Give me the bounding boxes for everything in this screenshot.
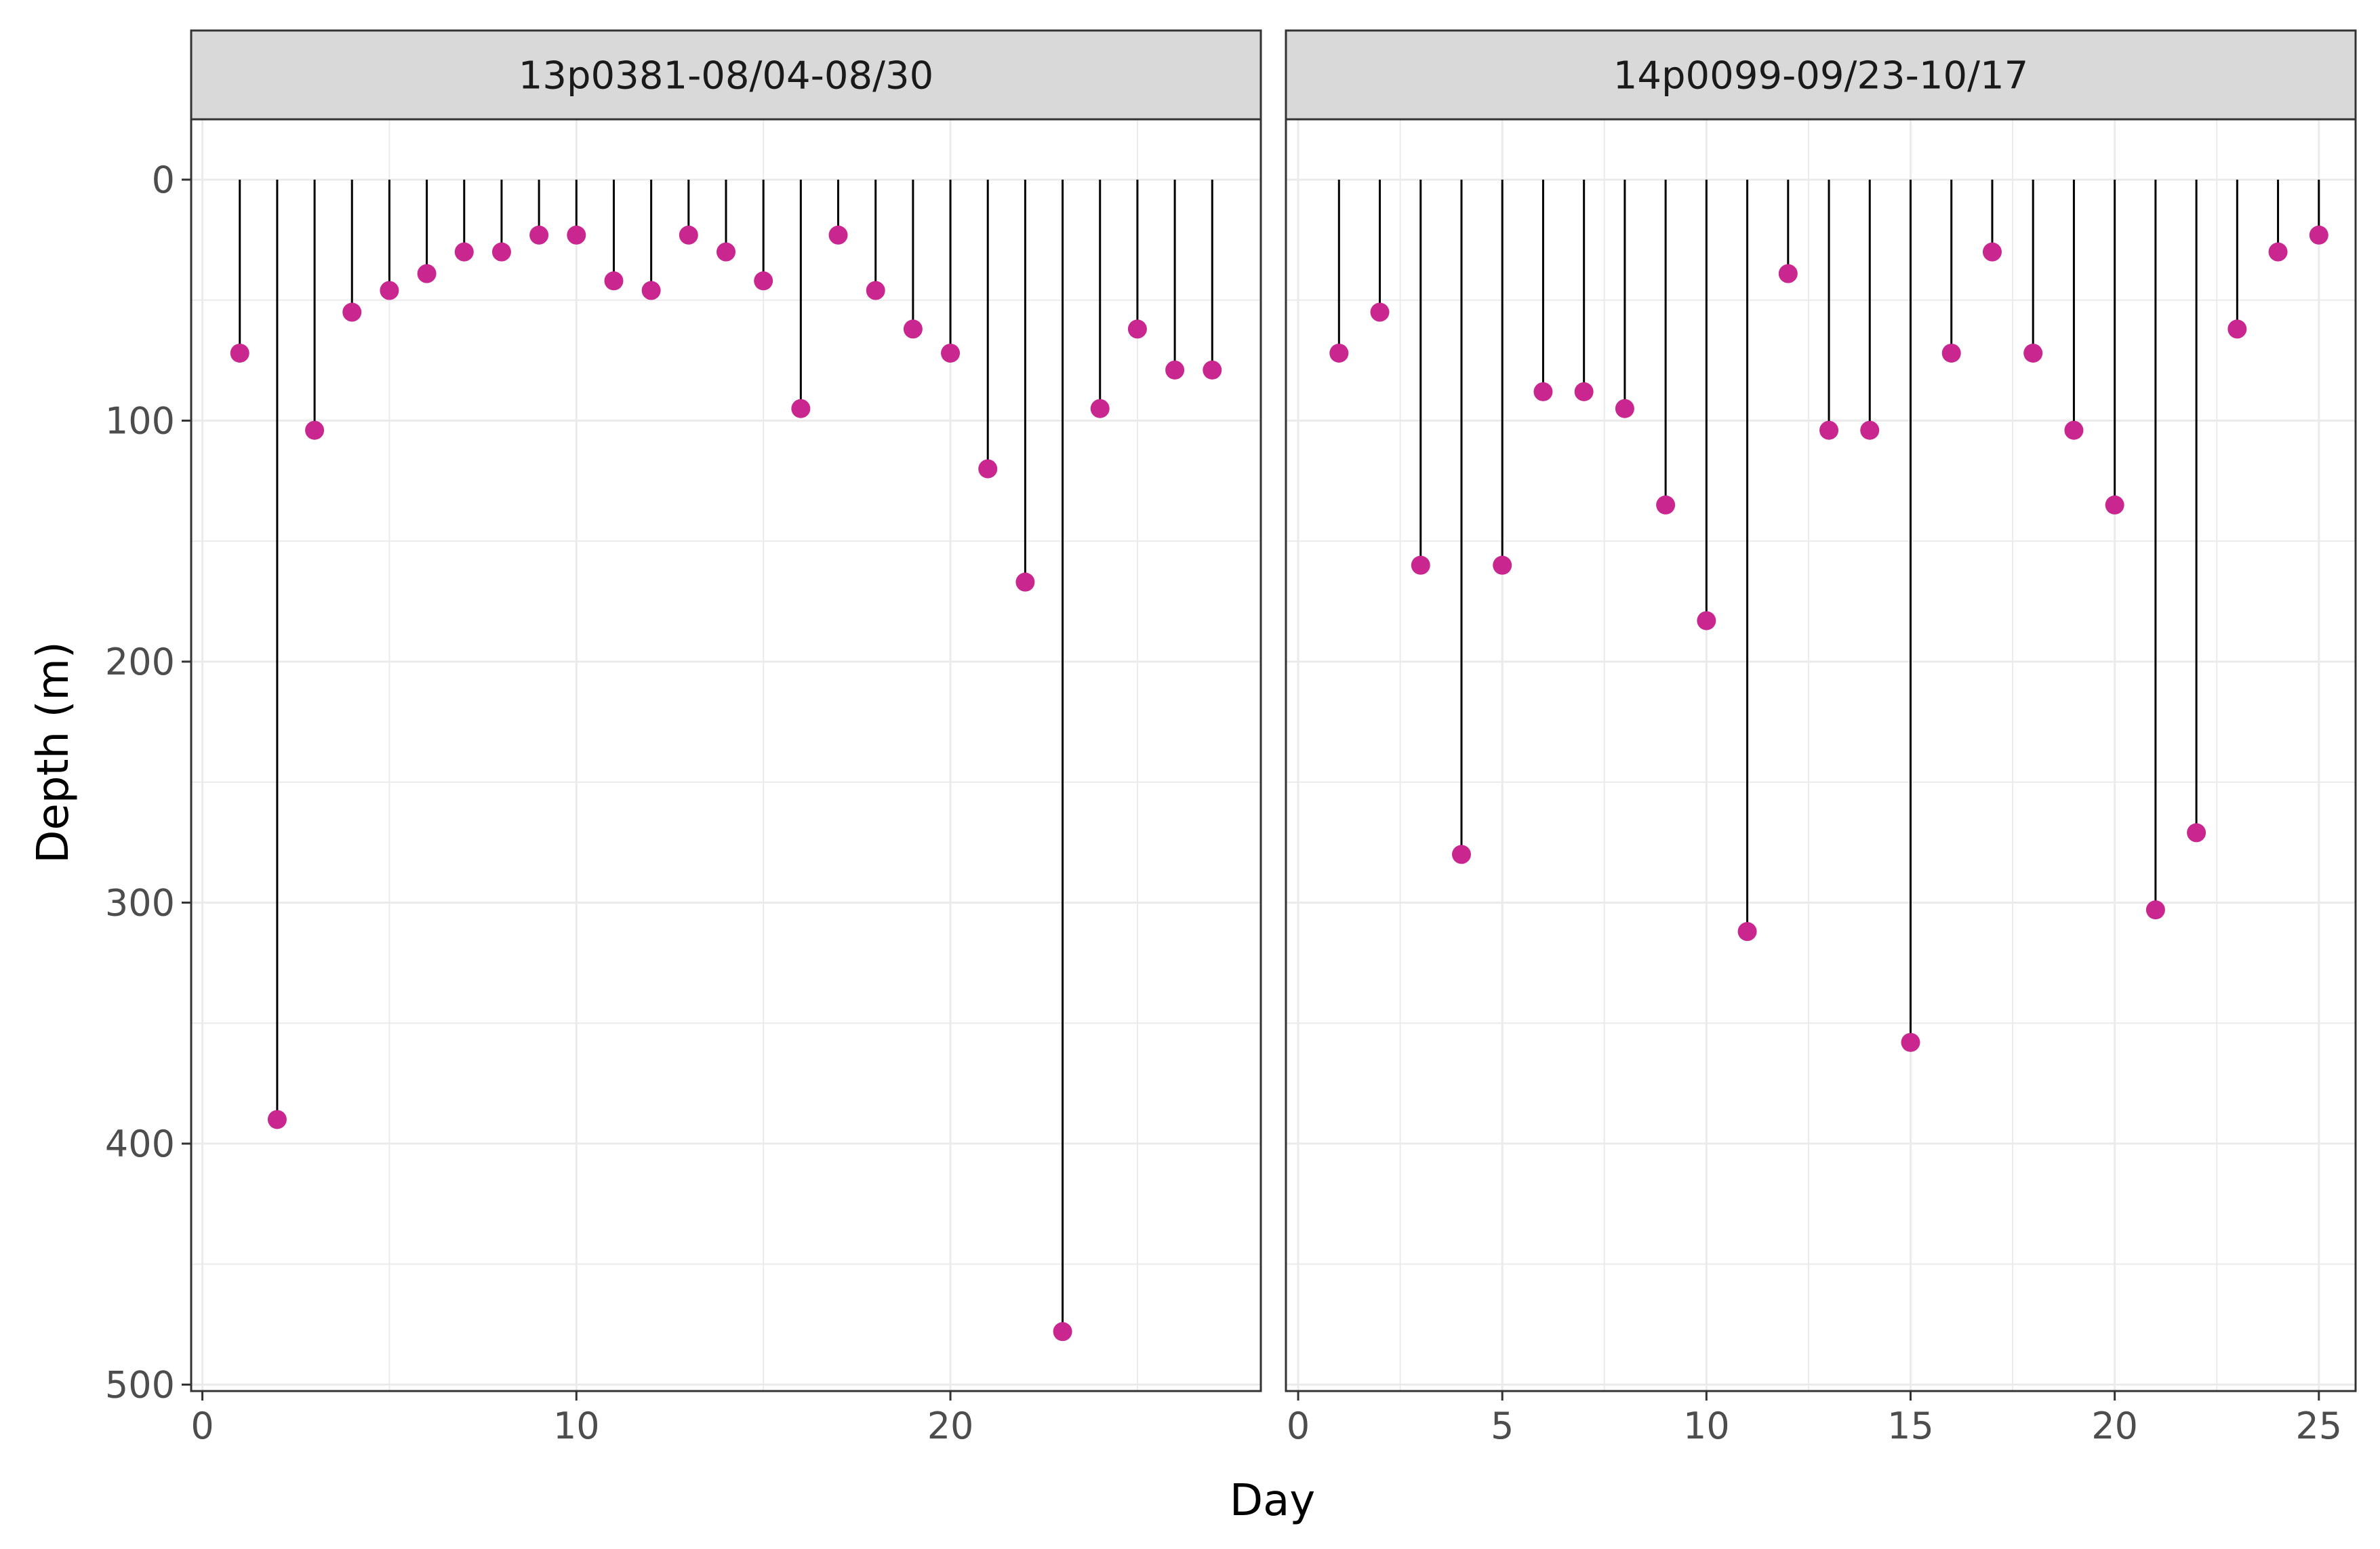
data-point (717, 242, 735, 262)
plot-area (191, 119, 1261, 1391)
y-tick-label: 300 (105, 882, 175, 925)
y-tick-label: 200 (105, 641, 175, 683)
data-point (1615, 399, 1634, 418)
data-point (604, 271, 624, 291)
facet-strip (190, 29, 1262, 121)
data-point (1574, 382, 1594, 401)
data-point (828, 225, 848, 245)
facet-panel-2: 14p0099-09/23-10/17 0 5 10 15 20 25 (1285, 29, 2357, 1447)
data-point (1941, 343, 1961, 363)
panel-border (1285, 118, 2357, 1392)
x-tick-label: 5 (1491, 1405, 1514, 1447)
data-point (2268, 242, 2288, 262)
facet-strip-label: 14p0099-09/23-10/17 (1613, 54, 2029, 98)
y-tick-label: 400 (105, 1123, 175, 1165)
data-point (791, 399, 811, 418)
plot-area (1286, 119, 2356, 1391)
x-tick-label: 20 (927, 1405, 974, 1447)
facet-strip-label: 13p0381-08/04-08/30 (519, 54, 934, 98)
data-point (903, 319, 923, 339)
data-point (267, 1110, 287, 1129)
data-point (2187, 823, 2206, 843)
data-point (2105, 495, 2124, 515)
data-point (454, 242, 474, 262)
y-tick-label: 500 (105, 1364, 175, 1407)
data-point (567, 225, 586, 245)
x-axis-title: Day (1230, 1476, 1315, 1526)
data-point (342, 302, 362, 322)
x-tick-label: 10 (553, 1405, 600, 1447)
panels-layer: 13p0381-08/04-08/300 10 200100200300400500… (105, 29, 2357, 1447)
data-point (2023, 343, 2043, 363)
data-point (305, 420, 325, 440)
data-point (641, 281, 661, 300)
data-point (1982, 242, 2002, 262)
data-point (679, 225, 698, 245)
data-point (1165, 360, 1185, 380)
data-point (1090, 399, 1110, 418)
data-point (1533, 382, 1553, 401)
data-point (941, 343, 961, 363)
data-point (1451, 845, 1471, 864)
data-point (1493, 555, 1512, 575)
facet-strip (1285, 29, 2357, 121)
data-point (1370, 302, 1390, 322)
data-point (1015, 572, 1035, 592)
x-tick-label: 15 (1887, 1405, 1934, 1447)
data-point (2064, 420, 2084, 440)
data-point (1860, 420, 1880, 440)
data-point (2145, 900, 2165, 920)
data-point (754, 271, 773, 291)
data-point (1901, 1032, 1920, 1052)
data-point (491, 242, 511, 262)
data-point (1329, 343, 1349, 363)
data-point (1737, 922, 1757, 942)
data-point (978, 459, 998, 479)
data-point (2309, 225, 2328, 245)
data-point (1656, 495, 1676, 515)
data-point (380, 281, 399, 300)
x-tick-label: 10 (1683, 1405, 1730, 1447)
data-point (1053, 1322, 1072, 1342)
data-point (2227, 319, 2247, 339)
x-tick-label: 25 (2295, 1405, 2342, 1447)
data-point (529, 225, 549, 245)
y-tick-label: 100 (105, 400, 175, 443)
data-point (417, 264, 437, 283)
data-point (1697, 611, 1716, 630)
y-tick-label: 0 (152, 159, 175, 201)
x-tick-label: 0 (190, 1405, 214, 1447)
data-point (1203, 360, 1222, 380)
x-tick-label: 0 (1287, 1405, 1310, 1447)
data-point (1819, 420, 1839, 440)
data-point (1127, 319, 1147, 339)
data-point (1778, 264, 1798, 283)
panel-border (190, 118, 1262, 1392)
x-tick-label: 20 (2091, 1405, 2138, 1447)
y-axis-title: Depth (m) (28, 641, 79, 864)
data-point (866, 281, 885, 300)
data-point (230, 343, 249, 363)
data-point (1411, 555, 1430, 575)
